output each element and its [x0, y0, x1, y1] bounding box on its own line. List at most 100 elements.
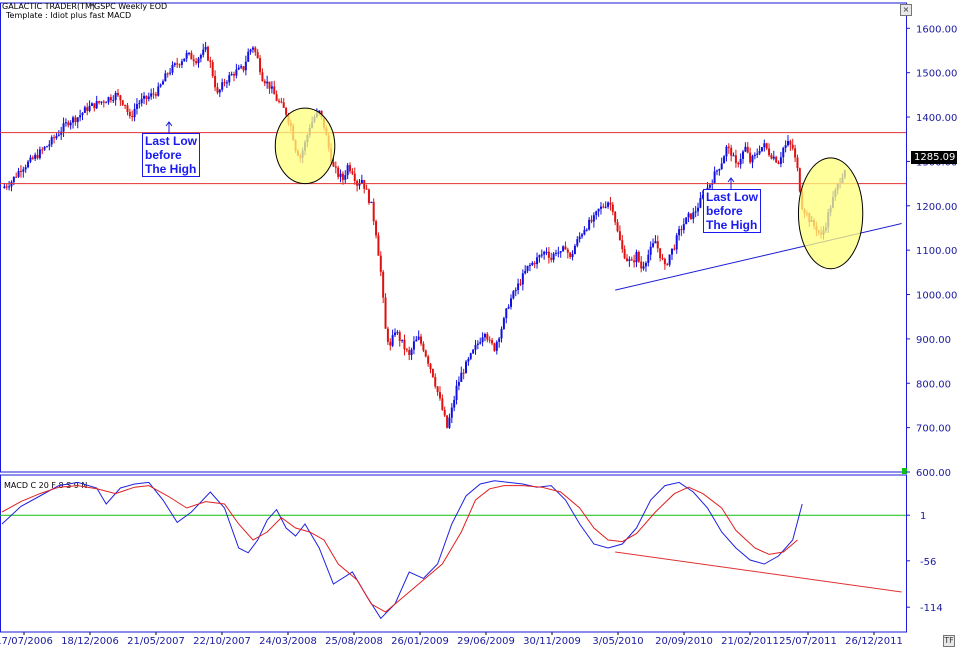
candle-body	[585, 229, 588, 231]
candle-body	[171, 64, 174, 73]
candle-body	[694, 211, 697, 213]
candle-body	[277, 100, 280, 102]
candle-body	[758, 151, 761, 154]
candle-body	[349, 165, 352, 172]
candle-body	[685, 217, 688, 225]
candle-body	[536, 257, 539, 265]
candle-body	[531, 262, 534, 266]
macd-frame	[0, 474, 907, 633]
x-tick-label: 26/01/2009	[391, 636, 449, 647]
candle-body	[713, 171, 716, 184]
candle-body	[5, 186, 8, 188]
candle-body	[131, 116, 134, 118]
candle-body	[436, 386, 439, 393]
candle-body	[62, 123, 65, 132]
candle-body	[242, 66, 245, 71]
x-tick-label: 26/12/2011	[845, 636, 903, 647]
candle-body	[38, 149, 41, 159]
candle-body	[377, 235, 380, 256]
candle-body	[420, 336, 423, 344]
timeframe-button[interactable]: TF	[943, 635, 955, 647]
candle-body	[8, 186, 11, 188]
candle-body	[545, 251, 548, 253]
candle-body	[393, 332, 396, 336]
candle-body	[254, 47, 257, 53]
candle-body	[206, 46, 209, 61]
candle-body	[718, 169, 721, 171]
candle-body	[72, 117, 75, 123]
candle-body	[140, 98, 143, 104]
candle-body	[282, 102, 285, 108]
candle-body	[384, 297, 387, 329]
candle-body	[569, 252, 572, 257]
candle-body	[661, 257, 664, 260]
candle-body	[753, 154, 756, 156]
candle-body	[204, 46, 207, 50]
candle-body	[483, 333, 486, 338]
candle-body	[524, 270, 527, 274]
candle-body	[547, 251, 550, 258]
candle-body	[678, 229, 681, 236]
candle-body	[41, 149, 44, 151]
candle-body	[135, 104, 138, 109]
candle-body	[512, 291, 515, 299]
candle-body	[533, 262, 536, 265]
candle-body	[583, 229, 586, 235]
candle-body	[675, 235, 678, 250]
candle-body	[43, 146, 46, 150]
candle-body	[24, 167, 27, 170]
candle-body	[519, 283, 522, 285]
candle-body	[154, 94, 157, 96]
candle-body	[448, 417, 451, 428]
candle-body	[730, 147, 733, 156]
candle-body	[48, 144, 51, 147]
candle-body	[768, 148, 771, 156]
price-tick-label: 700.00	[916, 424, 951, 435]
candle-body	[353, 173, 356, 181]
candle-body	[682, 224, 685, 230]
candle-body	[550, 257, 553, 260]
price-panel: 600.00 700.00 800.00 900.00 1000.00 1100.00 12…	[0, 2, 957, 479]
candle-body	[431, 369, 434, 377]
candle-body	[109, 97, 112, 101]
candle-body	[69, 122, 72, 126]
candle-body	[150, 93, 153, 97]
candle-body	[481, 337, 484, 343]
candle-body	[644, 262, 647, 267]
candle-body	[566, 249, 569, 253]
candle-body	[751, 155, 754, 163]
candle-body	[564, 246, 567, 250]
candle-body	[268, 81, 271, 89]
candle-body	[166, 73, 169, 75]
candle-body	[76, 117, 79, 123]
close-icon[interactable]: ×	[900, 4, 912, 16]
candle-body	[415, 339, 418, 342]
candle-body	[370, 201, 373, 203]
candle-body	[791, 144, 794, 149]
candle-body	[50, 137, 53, 145]
candle-body	[351, 171, 354, 174]
candle-body	[339, 173, 342, 177]
candle-body	[505, 308, 508, 319]
candle-body	[337, 167, 340, 177]
candle-body	[474, 345, 477, 350]
candle-body	[770, 155, 773, 159]
candle-body	[247, 51, 250, 62]
candle-body	[161, 81, 164, 85]
candle-body	[417, 336, 420, 340]
candle-body	[666, 264, 669, 266]
candle-body	[240, 66, 243, 68]
candle-body	[218, 89, 221, 93]
candle-body	[185, 53, 188, 59]
candle-body	[573, 245, 576, 255]
candle-body	[408, 350, 411, 356]
candle-body	[334, 166, 337, 168]
candle-body	[214, 75, 217, 88]
candle-body	[143, 95, 146, 99]
candle-body	[784, 145, 787, 148]
template-label: Template : Idiot plus fast MACD	[6, 11, 132, 20]
candle-body	[590, 219, 593, 222]
candle-body	[145, 95, 148, 99]
candle-body	[611, 204, 614, 212]
x-tick-label: 29/06/2009	[457, 636, 515, 647]
